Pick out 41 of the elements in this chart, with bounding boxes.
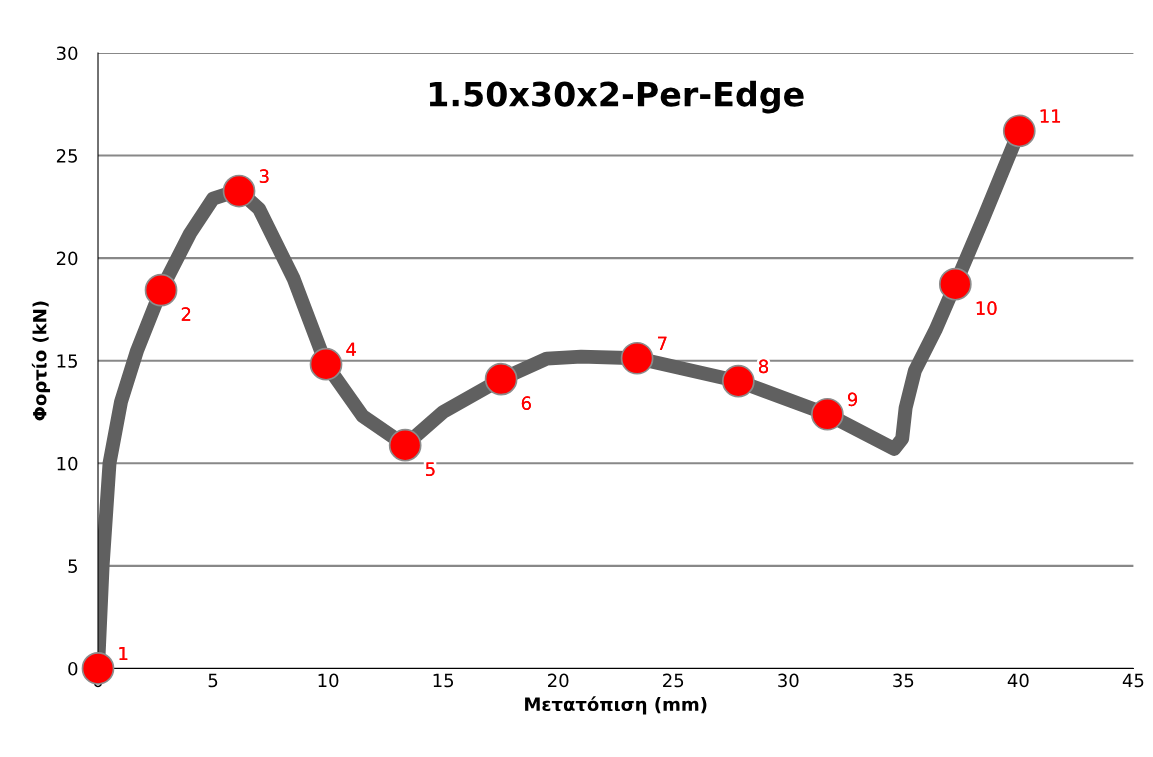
point	[620, 341, 654, 375]
point	[484, 362, 518, 396]
y-tick-label: 10	[57, 456, 78, 471]
point	[811, 397, 844, 431]
annotation: 2	[181, 307, 191, 321]
annotation: 6	[521, 396, 531, 410]
point	[388, 428, 422, 462]
y-tick-label: 5	[68, 559, 77, 573]
annotation: 7	[658, 336, 667, 350]
point	[1002, 114, 1036, 148]
x-tick-label: 10	[318, 673, 339, 688]
annotation: 1	[119, 646, 128, 661]
point	[222, 174, 256, 208]
text: 1.50x30x2-Per-Edge	[429, 80, 804, 114]
x-tick-label: 35	[893, 673, 914, 688]
x-tick-label: 30	[778, 673, 799, 688]
annotation: 9	[847, 392, 858, 407]
x-tick-label: 20	[548, 673, 569, 688]
annotation: 10	[976, 301, 997, 315]
annotation: 4	[346, 342, 356, 356]
y-tick-label: 15	[57, 354, 77, 368]
y-axis-title: Φορτίο (kN)	[31, 301, 51, 421]
y-tick-label: 25	[56, 149, 77, 163]
x-tick-label: 40	[1007, 673, 1029, 688]
x-tick-label: 5	[208, 673, 218, 688]
point	[938, 267, 972, 301]
point	[309, 347, 343, 381]
y-tick-label: 30	[56, 46, 78, 61]
annotation: 5	[426, 462, 435, 477]
annotation: 3	[259, 169, 269, 183]
x-axis-title: Μετατόπιση (mm)	[525, 696, 707, 715]
y-tick-label: 20	[56, 251, 78, 266]
point	[144, 273, 178, 307]
y-tick-label: 0	[68, 661, 78, 676]
point	[81, 652, 115, 685]
annotation: 11	[1040, 109, 1061, 123]
x-tick-label: 15	[433, 673, 454, 688]
x-tick-label: 45	[1122, 673, 1144, 688]
x-tick-label: 25	[663, 673, 684, 688]
point	[721, 364, 755, 398]
annotation: 8	[759, 359, 769, 374]
